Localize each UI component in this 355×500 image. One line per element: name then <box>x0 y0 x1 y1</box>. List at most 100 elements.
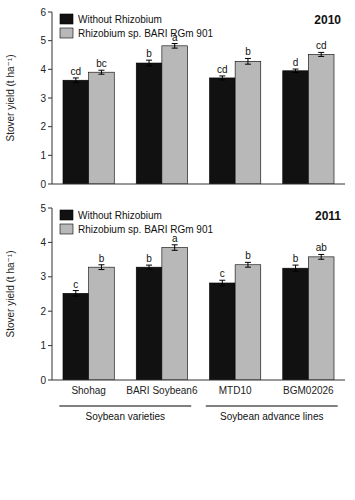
y-tick <box>48 208 52 209</box>
group-label: Soybean varieties <box>86 411 166 422</box>
error-bar <box>98 265 104 270</box>
legend: Without Rhizobium Rhizobium sp. BARI RGm … <box>60 210 213 235</box>
panel: 0123456Stover yield (t ha⁻¹)cdbcddbcabcd… <box>5 7 345 190</box>
bar <box>136 63 162 184</box>
error-bar <box>219 76 225 80</box>
significance-letter: b <box>245 46 251 57</box>
significance-letter: b <box>99 253 105 264</box>
y-tick <box>48 98 52 99</box>
bar <box>209 78 235 184</box>
y-axis-line <box>52 12 53 184</box>
error-bar <box>73 291 79 297</box>
x-tick-label: Shohag <box>71 385 105 396</box>
error-bar <box>245 262 251 267</box>
error-bar <box>245 58 251 64</box>
error-bar <box>172 245 178 251</box>
y-tick-label: 3 <box>40 271 46 282</box>
bar <box>308 54 334 184</box>
bar <box>162 46 188 184</box>
y-tick <box>48 40 52 41</box>
error-bar <box>318 254 324 259</box>
panel: 012345Stover yield (t ha⁻¹)cbcbbababShoh… <box>5 203 345 423</box>
y-tick-label: 4 <box>40 237 46 248</box>
y-tick-label: 2 <box>40 306 46 317</box>
y-tick-label: 0 <box>40 179 46 190</box>
error-bar <box>219 280 225 286</box>
bar <box>283 268 309 380</box>
error-bar <box>98 70 104 74</box>
error-bar <box>146 265 152 269</box>
y-tick-label: 4 <box>40 64 46 75</box>
y-tick <box>48 126 52 127</box>
error-bar <box>73 78 79 83</box>
bar <box>235 265 261 380</box>
legend-label: Rhizobium sp. BARI RGm 901 <box>78 224 213 235</box>
y-tick-label: 0 <box>40 375 46 386</box>
legend-swatch <box>60 28 73 38</box>
significance-letter: bc <box>96 58 107 69</box>
y-tick-label: 2 <box>40 121 46 132</box>
significance-letter: b <box>146 48 152 59</box>
y-tick-label: 1 <box>40 340 46 351</box>
bar <box>136 267 162 380</box>
bar <box>63 293 89 380</box>
chart-container: 0123456Stover yield (t ha⁻¹)cdbcddbcabcd… <box>0 0 355 500</box>
y-tick-label: 5 <box>40 35 46 46</box>
bar <box>89 267 115 380</box>
bar <box>308 257 334 380</box>
y-tick <box>48 184 52 185</box>
bar <box>63 80 89 184</box>
error-bar <box>318 52 324 56</box>
legend-swatch <box>60 14 73 24</box>
panel-title: 2011 <box>315 209 341 223</box>
significance-letter: b <box>245 250 251 261</box>
x-axis-line <box>52 380 345 381</box>
bar <box>209 283 235 380</box>
bar <box>89 72 115 184</box>
y-tick <box>48 345 52 346</box>
y-tick <box>48 380 52 381</box>
significance-letter: cd <box>316 40 327 51</box>
y-tick-label: 6 <box>40 7 46 18</box>
y-axis-line <box>52 208 53 380</box>
legend: Without Rhizobium Rhizobium sp. BARI RGm … <box>60 14 213 39</box>
group-bracket <box>59 406 191 407</box>
y-tick <box>48 311 52 312</box>
legend-swatch <box>60 210 73 220</box>
y-tick <box>48 242 52 243</box>
group-label: Soybean advance lines <box>220 411 323 422</box>
error-bar <box>293 265 299 271</box>
y-tick <box>48 155 52 156</box>
y-tick <box>48 12 52 13</box>
group-bracket <box>206 406 338 407</box>
panel-title: 2010 <box>314 13 341 27</box>
y-tick-label: 5 <box>40 203 46 214</box>
bar <box>235 61 261 184</box>
x-axis-line <box>52 184 345 185</box>
legend-label: Without Rhizobium <box>78 210 162 221</box>
significance-letter: b <box>293 253 299 264</box>
legend-label: Without Rhizobium <box>78 14 162 25</box>
y-tick <box>48 276 52 277</box>
significance-letter: c <box>73 279 78 290</box>
x-tick-label: BGM02026 <box>283 385 334 396</box>
x-tick-label: BARI Soybean6 <box>126 385 198 396</box>
legend-swatch <box>60 224 73 234</box>
y-axis-label: Stover yield (t ha⁻¹) <box>5 251 16 338</box>
significance-letter: d <box>293 57 299 68</box>
significance-letter: cd <box>71 66 82 77</box>
y-tick-label: 1 <box>40 150 46 161</box>
y-tick-label: 3 <box>40 93 46 104</box>
bar <box>162 248 188 380</box>
error-bar <box>172 44 178 49</box>
significance-letter: c <box>220 268 225 279</box>
bar <box>283 71 309 184</box>
significance-letter: b <box>146 253 152 264</box>
legend-label: Rhizobium sp. BARI RGm 901 <box>78 28 213 39</box>
significance-letter: cd <box>217 64 228 75</box>
y-axis-label: Stover yield (t ha⁻¹) <box>5 55 16 142</box>
x-tick-label: MTD10 <box>219 385 252 396</box>
error-bar <box>146 60 152 66</box>
y-tick <box>48 69 52 70</box>
chart-svg: 0123456Stover yield (t ha⁻¹)cdbcddbcabcd… <box>0 0 355 500</box>
